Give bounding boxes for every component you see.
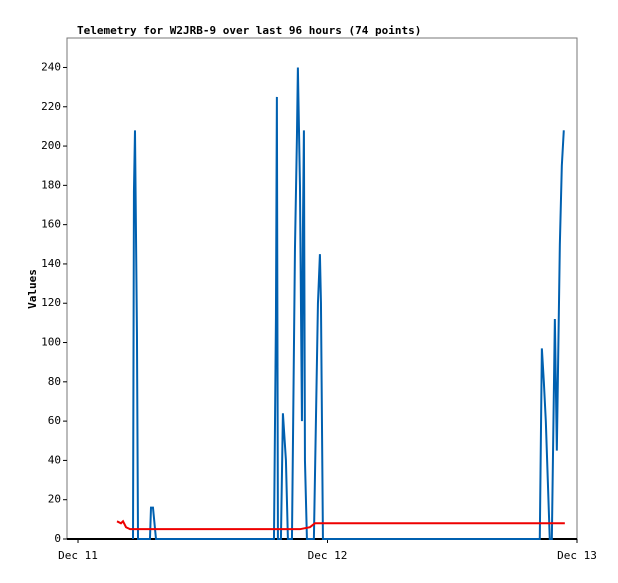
- y-tick-label: 100: [41, 336, 61, 349]
- series-line: [116, 519, 565, 531]
- y-tick-label: 0: [54, 532, 61, 545]
- y-tick-label: 60: [48, 414, 61, 427]
- y-tick-label: 120: [41, 296, 61, 309]
- x-tick-label: Dec 12: [308, 549, 348, 562]
- y-tick-label: 220: [41, 100, 61, 113]
- y-axis-label: Values: [26, 269, 39, 309]
- x-tick-label: Dec 13: [557, 549, 597, 562]
- y-tick-label: 160: [41, 218, 61, 231]
- y-tick-label: 180: [41, 178, 61, 191]
- y-tick-label: 240: [41, 60, 61, 73]
- chart-title: Telemetry for W2JRB-9 over last 96 hours…: [77, 24, 421, 37]
- y-tick-label: 40: [48, 453, 61, 466]
- y-tick-label: 140: [41, 257, 61, 270]
- y-tick-label: 200: [41, 139, 61, 152]
- y-tick-label: 80: [48, 375, 61, 388]
- series-line: [132, 67, 565, 540]
- x-tick-label: Dec 11: [58, 549, 98, 562]
- y-tick-label: 20: [48, 493, 61, 506]
